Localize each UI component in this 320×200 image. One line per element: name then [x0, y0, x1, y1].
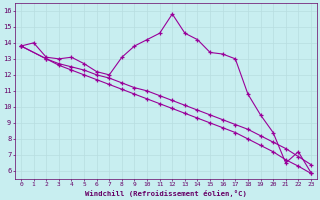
X-axis label: Windchill (Refroidissement éolien,°C): Windchill (Refroidissement éolien,°C): [85, 190, 247, 197]
